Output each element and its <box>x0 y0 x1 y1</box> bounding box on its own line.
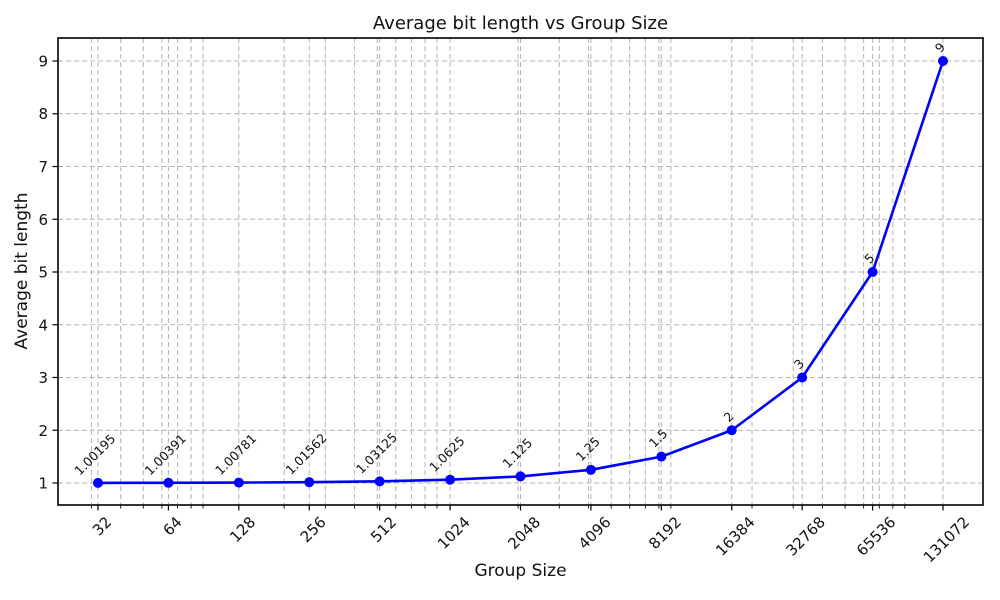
x-tick-label: 32768 <box>783 513 829 559</box>
y-tick-label: 6 <box>38 211 48 229</box>
data-point-label: 1.01562 <box>282 430 329 477</box>
data-point <box>304 477 315 488</box>
chart-title: Average bit length vs Group Size <box>372 13 669 34</box>
data-point <box>585 464 596 475</box>
x-tick-label: 131072 <box>920 513 973 566</box>
data-point-label: 1.00781 <box>212 431 259 478</box>
y-tick-label: 3 <box>38 369 48 387</box>
y-tick-label: 5 <box>38 264 48 282</box>
data-point <box>92 477 103 488</box>
data-point <box>797 372 808 383</box>
y-tick-label: 9 <box>38 52 48 70</box>
data-point <box>374 476 385 487</box>
data-point <box>445 474 456 485</box>
data-point-label: 1.03125 <box>353 429 400 476</box>
x-tick-label: 8192 <box>645 513 685 553</box>
plot-border <box>57 37 984 506</box>
x-tick-label: 16384 <box>712 513 758 559</box>
x-tick-label: 64 <box>159 513 185 539</box>
data-point-label: 9 <box>932 39 948 55</box>
x-tick-label: 32 <box>89 513 115 539</box>
data-point <box>867 267 878 278</box>
x-tick-label: 256 <box>297 513 330 546</box>
x-tick-label: 4096 <box>575 513 615 553</box>
data-point-label: 1.0625 <box>426 433 468 475</box>
y-axis-title: Average bit length <box>12 192 32 350</box>
data-point-label: 1.00391 <box>142 431 189 478</box>
y-tick-label: 2 <box>38 422 48 440</box>
data-point <box>726 425 737 436</box>
data-point <box>938 55 949 66</box>
data-point-label: 2 <box>720 409 736 425</box>
data-point <box>515 471 526 482</box>
x-tick-label: 65536 <box>853 513 899 559</box>
x-tick-label: 128 <box>226 513 259 546</box>
x-tick-label: 2048 <box>504 513 544 553</box>
x-tick-label: 1024 <box>434 513 474 553</box>
y-tick-label: 1 <box>38 475 48 493</box>
data-point <box>163 477 174 488</box>
data-point-label: 1.125 <box>499 435 535 471</box>
data-point <box>656 451 667 462</box>
x-axis-title: Group Size <box>474 561 567 581</box>
x-tick-label: 512 <box>367 513 400 546</box>
data-point-label: 1.00195 <box>71 431 118 478</box>
data-point <box>233 477 244 488</box>
y-tick-label: 8 <box>38 105 48 123</box>
data-point-label: 1.5 <box>646 426 671 451</box>
y-tick-label: 7 <box>38 158 48 176</box>
y-tick-label: 4 <box>38 316 48 334</box>
data-point-label: 1.25 <box>573 434 603 464</box>
